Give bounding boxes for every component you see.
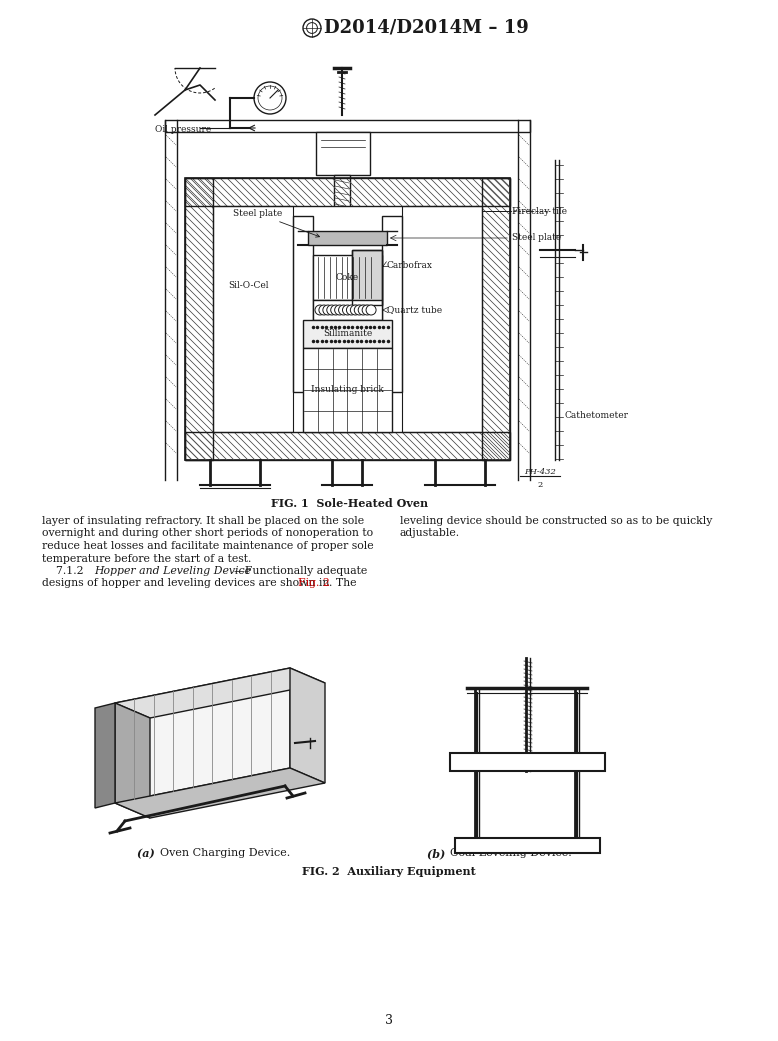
Text: Quartz tube: Quartz tube — [387, 305, 442, 314]
Circle shape — [358, 305, 368, 315]
Bar — [185, 432, 510, 460]
Text: Cathetometer: Cathetometer — [565, 410, 629, 420]
Bar — [308, 231, 387, 245]
Bar — [293, 215, 313, 392]
Text: Insulating brick: Insulating brick — [311, 385, 384, 395]
Text: Steel plate: Steel plate — [512, 233, 561, 243]
Text: 2: 2 — [538, 481, 542, 489]
Circle shape — [338, 305, 349, 315]
Text: Oven Charging Device.: Oven Charging Device. — [160, 848, 290, 858]
Text: Sillimanite: Sillimanite — [323, 330, 372, 338]
Circle shape — [354, 305, 364, 315]
Bar — [313, 255, 382, 300]
Polygon shape — [115, 768, 325, 818]
Text: (​​a​​): (​​a​​) — [137, 848, 155, 859]
Text: D2014/D2014M – 19: D2014/D2014M – 19 — [324, 19, 529, 37]
Bar — [482, 178, 510, 460]
Text: 7.1.2: 7.1.2 — [42, 566, 90, 576]
Bar — [213, 206, 293, 432]
Bar — [313, 300, 382, 320]
Circle shape — [254, 82, 286, 115]
Text: Fireclay tile: Fireclay tile — [512, 206, 567, 215]
Text: adjustable.: adjustable. — [400, 529, 460, 538]
Text: FIG. 1  Sole-Heated Oven: FIG. 1 Sole-Heated Oven — [272, 498, 429, 509]
Text: Steel plate: Steel plate — [233, 209, 320, 237]
Text: reduce heat losses and facilitate maintenance of proper sole: reduce heat losses and facilitate mainte… — [42, 541, 373, 551]
Bar — [185, 178, 510, 206]
Text: leveling device should be constructed so as to be quickly: leveling device should be constructed so… — [400, 516, 713, 526]
Text: Coke: Coke — [336, 273, 359, 282]
Circle shape — [315, 305, 325, 315]
Bar — [165, 120, 530, 132]
Text: layer of insulating refractory. It shall be placed on the sole: layer of insulating refractory. It shall… — [42, 516, 364, 526]
Bar — [213, 206, 482, 432]
Text: 3: 3 — [385, 1014, 393, 1026]
Circle shape — [319, 305, 329, 315]
Bar — [382, 215, 402, 392]
Text: (​​b​​): (​​b​​) — [427, 848, 445, 859]
Text: PH-432: PH-432 — [524, 468, 556, 476]
Circle shape — [327, 305, 337, 315]
Text: —Functionally adequate: —Functionally adequate — [234, 566, 367, 576]
Circle shape — [346, 305, 356, 315]
Bar — [303, 320, 392, 348]
Text: Hopper and Leveling Device: Hopper and Leveling Device — [94, 566, 251, 576]
Text: Sil-O-Cel: Sil-O-Cel — [228, 281, 268, 290]
Bar — [450, 753, 605, 771]
Text: Fig. 2: Fig. 2 — [298, 579, 330, 588]
Text: . The: . The — [329, 579, 356, 588]
Polygon shape — [115, 668, 290, 803]
Circle shape — [323, 305, 333, 315]
Text: overnight and during other short periods of nonoperation to: overnight and during other short periods… — [42, 529, 373, 538]
Circle shape — [335, 305, 345, 315]
Bar — [402, 206, 482, 432]
Circle shape — [350, 305, 360, 315]
Bar — [303, 348, 392, 432]
Bar — [455, 838, 600, 853]
Circle shape — [342, 305, 352, 315]
Text: designs of hopper and leveling devices are shown in: designs of hopper and leveling devices a… — [42, 579, 333, 588]
Text: Carbofrax: Carbofrax — [387, 260, 433, 270]
Text: Coal Leveling Device.: Coal Leveling Device. — [450, 848, 572, 858]
Text: temperature before the start of a test.: temperature before the start of a test. — [42, 554, 251, 563]
Circle shape — [366, 305, 376, 315]
Polygon shape — [95, 703, 115, 808]
Polygon shape — [115, 668, 325, 718]
Text: FIG. 2  Auxiliary Equipment: FIG. 2 Auxiliary Equipment — [302, 866, 476, 877]
Text: Oil pressure: Oil pressure — [155, 126, 212, 134]
Polygon shape — [115, 703, 150, 818]
Bar — [334, 175, 350, 230]
Circle shape — [362, 305, 372, 315]
Bar — [352, 250, 382, 305]
Circle shape — [331, 305, 341, 315]
Bar — [452, 755, 603, 769]
Bar — [185, 178, 510, 460]
Bar — [352, 250, 382, 305]
Polygon shape — [290, 668, 325, 783]
Bar — [185, 178, 213, 460]
Bar — [316, 132, 370, 175]
